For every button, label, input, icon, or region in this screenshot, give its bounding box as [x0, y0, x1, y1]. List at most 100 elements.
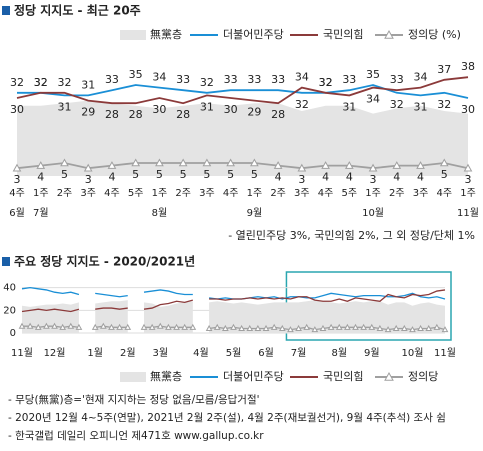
x-group-label: 6월	[9, 207, 25, 219]
marker	[226, 158, 235, 167]
x-tick-label: 11월	[434, 347, 456, 359]
data-label: 31	[200, 100, 214, 113]
data-label: 34	[295, 71, 309, 84]
marker	[222, 324, 229, 331]
x-tick-label: 2주	[175, 188, 191, 199]
marker	[319, 324, 327, 331]
data-label: 4	[108, 171, 115, 184]
x-tick-label: 4주	[436, 188, 452, 199]
data-label: 33	[390, 73, 404, 86]
data-label: 28	[271, 108, 285, 121]
x-group-label: 10월	[362, 207, 384, 219]
marker	[400, 324, 408, 331]
data-label: 30	[152, 103, 166, 116]
marker	[433, 323, 441, 330]
marker	[60, 158, 69, 167]
marker	[360, 323, 368, 330]
legend-marker	[384, 371, 394, 381]
x-tick-label: 5주	[128, 188, 144, 199]
x-tick-label: 4주	[9, 188, 25, 199]
data-label: 32	[319, 76, 333, 89]
marker	[392, 161, 402, 169]
data-label: 34	[366, 93, 380, 106]
line	[21, 289, 446, 313]
data-label: 33	[342, 73, 356, 86]
marker	[75, 323, 83, 330]
marker	[463, 163, 473, 172]
data-label: 35	[129, 68, 143, 81]
x-tick-label: 1주	[33, 188, 49, 199]
data-label: 31	[57, 100, 71, 113]
note: - 무당(無黨)층='현재 지지하는 정당 없음/모름/응답거절'	[8, 393, 260, 406]
line	[17, 84, 469, 99]
x-group-label: 11월	[457, 207, 479, 219]
data-label: 5	[203, 168, 210, 181]
x-tick-label: 5월	[226, 347, 242, 359]
data-label: 5	[251, 168, 258, 181]
data-label: 38	[461, 60, 475, 73]
x-group-label: 8월	[152, 207, 168, 219]
data-label: 35	[366, 68, 380, 81]
x-tick-label: 1주	[365, 188, 381, 199]
marker	[335, 323, 343, 330]
data-label: 3	[14, 173, 21, 186]
x-tick-label: 9월	[364, 347, 380, 359]
line	[16, 162, 469, 170]
x-tick-label: 2주	[57, 188, 73, 199]
legend-swatch	[120, 30, 146, 40]
data-label: 5	[132, 168, 139, 181]
data-label: 3	[298, 173, 305, 186]
x-tick-label: 2주	[389, 188, 405, 199]
x-group-label: 9월	[247, 207, 263, 219]
x-group-label: 7월	[33, 207, 49, 219]
x-tick-label: 5주	[342, 188, 358, 199]
marker	[425, 324, 433, 331]
marker	[18, 322, 26, 329]
marker	[441, 326, 449, 333]
data-label: 32	[319, 76, 333, 89]
marker	[51, 322, 58, 329]
marker	[384, 326, 392, 333]
legend-label: 국민의힘	[323, 28, 363, 41]
marker	[173, 323, 180, 330]
data-label: 32	[390, 98, 404, 111]
marker	[59, 323, 67, 330]
marker	[26, 322, 34, 329]
marker	[12, 163, 22, 172]
marker	[287, 326, 294, 333]
data-label: 31	[81, 78, 95, 91]
data-label: 5	[61, 168, 68, 181]
data-label: 32	[10, 76, 24, 89]
marker	[416, 161, 425, 169]
marker	[34, 323, 42, 330]
legend-label: 정의당	[408, 370, 438, 383]
data-label: 4	[275, 171, 282, 184]
legend-label: 無黨층	[150, 27, 182, 41]
data-label: 4	[393, 171, 400, 184]
x-tick-label: 3주	[294, 188, 310, 199]
data-label: 33	[176, 73, 190, 86]
data-label: 37	[437, 63, 451, 76]
data-label: 32	[34, 76, 48, 89]
data-label: 32	[295, 98, 309, 111]
x-tick-label: 4주	[104, 188, 120, 199]
marker	[311, 326, 319, 333]
note: - 2020년 12월 4~5주(연말), 2021년 2월 2주(설), 4월…	[8, 411, 446, 424]
title-marker	[2, 257, 10, 266]
note: - 한국갤럽 데일리 오피니언 제471호 www.gallup.co.kr	[8, 429, 264, 442]
x-tick-label: 4주	[318, 188, 334, 199]
data-label: 29	[247, 106, 261, 119]
marker	[246, 324, 254, 331]
data-label: 28	[176, 108, 190, 121]
x-tick-label: 3주	[199, 188, 215, 199]
marker	[344, 323, 351, 330]
marker	[140, 323, 148, 330]
marker	[181, 323, 189, 330]
data-label: 32	[34, 76, 48, 89]
x-tick-label: 1월	[87, 347, 103, 359]
data-label: 29	[81, 106, 95, 119]
data-label: 33	[271, 73, 285, 86]
data-label: 34	[414, 71, 428, 84]
chart-title: 주요 정당 지지도 - 2020/2021년	[14, 254, 195, 269]
